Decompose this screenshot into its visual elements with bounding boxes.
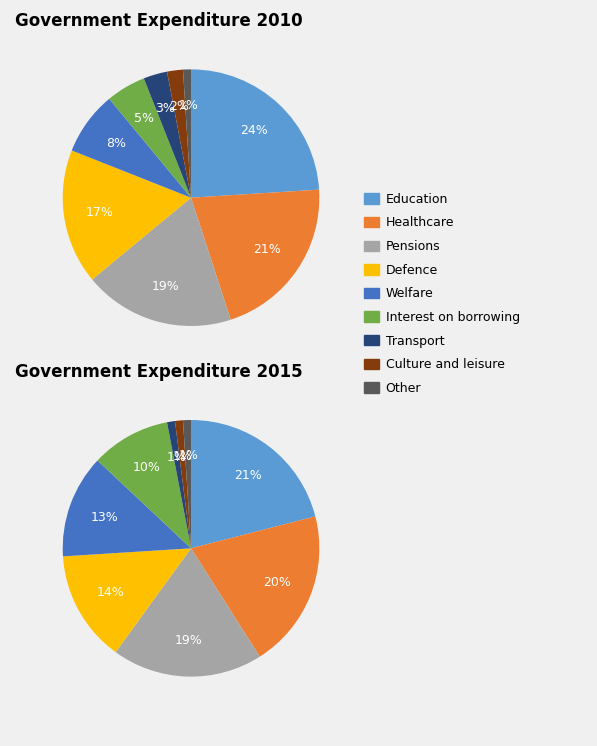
Wedge shape [63,460,191,557]
Wedge shape [63,548,191,652]
Wedge shape [63,151,191,280]
Wedge shape [183,69,191,198]
Text: Government Expenditure 2010: Government Expenditure 2010 [14,12,302,30]
Legend: Education, Healthcare, Pensions, Defence, Welfare, Interest on borrowing, Transp: Education, Healthcare, Pensions, Defence… [364,192,520,395]
Text: 14%: 14% [96,586,124,599]
Text: 1%: 1% [178,450,198,463]
Wedge shape [116,548,260,677]
Wedge shape [183,420,191,548]
Wedge shape [109,78,191,198]
Wedge shape [175,420,191,548]
Text: Government Expenditure 2015: Government Expenditure 2015 [14,363,302,380]
Wedge shape [191,420,315,548]
Wedge shape [191,189,319,320]
Text: 13%: 13% [90,510,118,524]
Text: 2%: 2% [170,99,189,113]
Wedge shape [92,198,230,326]
Wedge shape [191,69,319,198]
Text: 20%: 20% [263,576,291,589]
Text: 24%: 24% [241,124,268,137]
Wedge shape [167,69,191,198]
Text: 21%: 21% [254,243,281,256]
Text: 21%: 21% [234,468,261,482]
Text: 5%: 5% [134,112,154,125]
Text: 17%: 17% [86,206,114,219]
Text: 3%: 3% [155,102,175,116]
Text: 1%: 1% [167,451,186,463]
Text: 1%: 1% [173,450,192,463]
Text: 1%: 1% [178,99,198,112]
Text: 19%: 19% [174,634,202,647]
Text: 10%: 10% [133,461,161,474]
Wedge shape [191,516,319,656]
Text: 19%: 19% [152,280,179,293]
Wedge shape [72,98,191,198]
Text: 8%: 8% [106,137,127,150]
Wedge shape [144,72,191,198]
Wedge shape [167,421,191,548]
Wedge shape [97,422,191,548]
